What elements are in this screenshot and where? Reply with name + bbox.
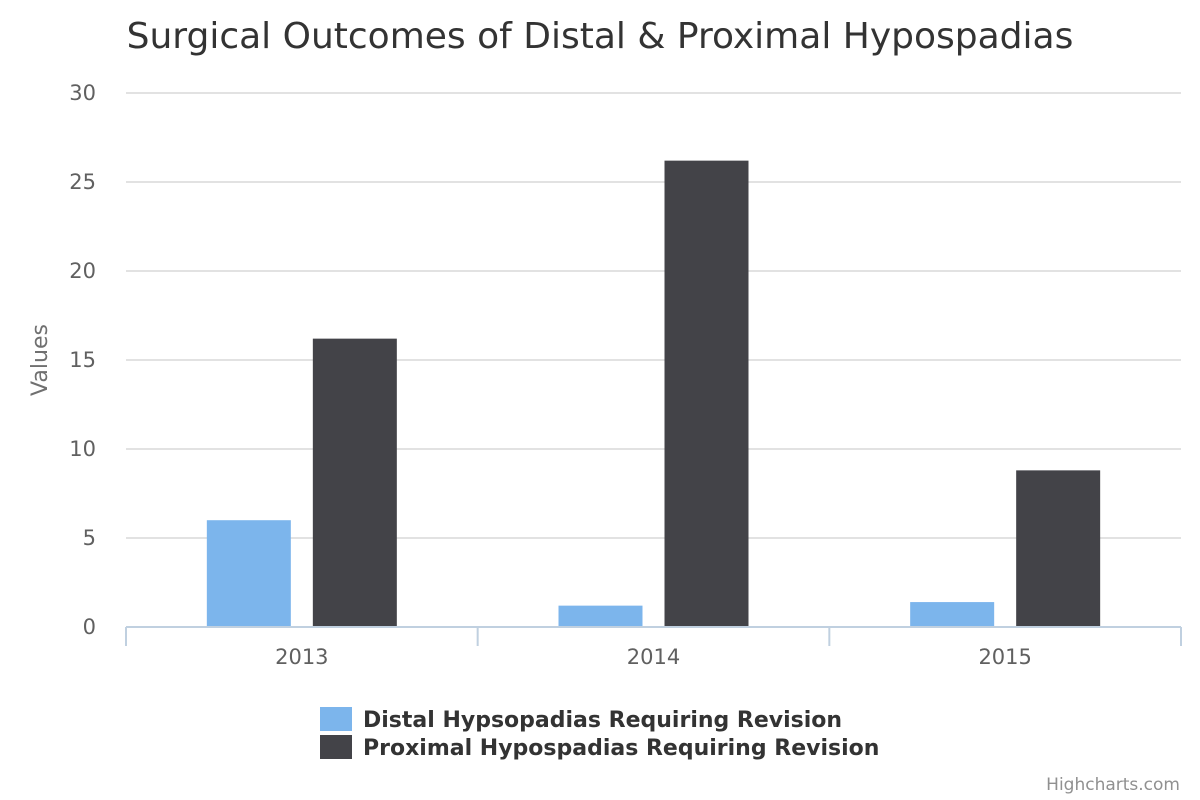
bar-2015-series-2[interactable] bbox=[1016, 470, 1101, 627]
y-tick-label-5: 5 bbox=[83, 526, 96, 550]
bars bbox=[206, 160, 1101, 627]
bar-2015-series-1[interactable] bbox=[910, 602, 995, 627]
y-tick-label-15: 15 bbox=[69, 348, 96, 372]
x-tick-label-2015: 2015 bbox=[978, 645, 1031, 669]
bar-2014-series-2[interactable] bbox=[664, 160, 749, 627]
legend-label: Distal Hypsopadias Requiring Revision bbox=[363, 708, 842, 733]
x-axis-tick-labels: 2013 2014 2015 bbox=[275, 645, 1032, 669]
x-tick-label-2014: 2014 bbox=[627, 645, 680, 669]
bar-2014-series-1[interactable] bbox=[558, 605, 643, 627]
legend-item-series-2[interactable]: Proximal Hypospadias Requiring Revision bbox=[320, 735, 879, 761]
legend-label: Proximal Hypospadias Requiring Revision bbox=[363, 736, 879, 761]
y-axis-tick-labels: 0 5 10 15 20 25 30 bbox=[69, 81, 96, 639]
legend-swatch bbox=[320, 707, 352, 731]
y-tick-label-10: 10 bbox=[69, 437, 96, 461]
gridlines bbox=[126, 92, 1181, 539]
legend-swatch bbox=[320, 735, 352, 759]
y-axis-title: Values bbox=[28, 324, 53, 396]
y-tick-label-30: 30 bbox=[69, 81, 96, 105]
legend: Distal Hypsopadias Requiring Revision Pro… bbox=[320, 707, 879, 761]
bar-2013-series-2[interactable] bbox=[312, 338, 397, 627]
chart-title: Surgical Outcomes of Distal & Proximal H… bbox=[127, 16, 1074, 57]
x-tick-label-2013: 2013 bbox=[275, 645, 328, 669]
x-axis bbox=[125, 626, 1182, 646]
y-tick-label-20: 20 bbox=[69, 259, 96, 283]
y-tick-label-0: 0 bbox=[83, 615, 96, 639]
bar-2013-series-1[interactable] bbox=[206, 520, 291, 627]
y-tick-label-25: 25 bbox=[69, 170, 96, 194]
legend-item-series-1[interactable]: Distal Hypsopadias Requiring Revision bbox=[320, 707, 842, 733]
credits-link[interactable]: Highcharts.com bbox=[1046, 775, 1180, 795]
